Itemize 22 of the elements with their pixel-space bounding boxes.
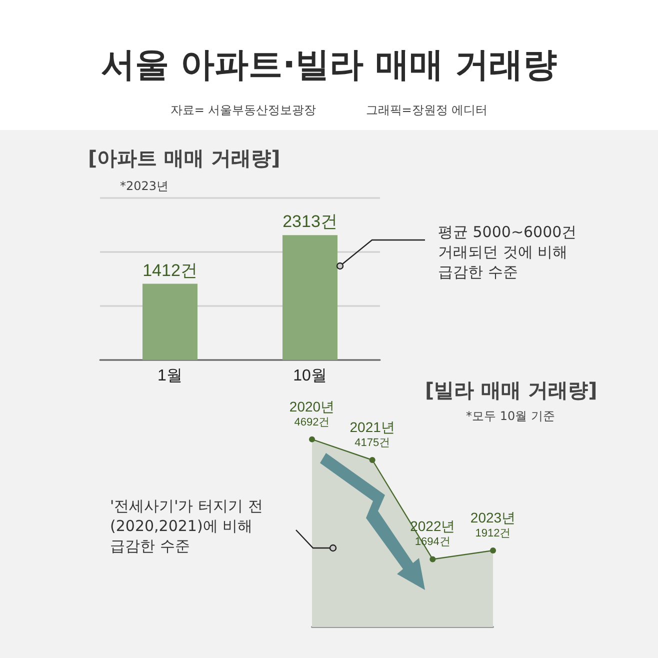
text: 서울 아파트·빌라 매매 거래량: [100, 44, 558, 87]
point: [430, 556, 436, 562]
text: 자료= 서울부동산정보광장 그래픽=장원정 에디터: [169, 102, 489, 119]
data-label: 1412건: [142, 260, 198, 280]
data-label: 4692건: [294, 416, 330, 428]
x-tick-label: 1월: [158, 368, 182, 384]
chart-title: [아파트 매매 거래량]: [88, 146, 280, 170]
x-tick-label: 2023년: [470, 510, 516, 526]
data-label: 1912건: [475, 528, 511, 540]
chart-subtitle: *2023년: [120, 179, 169, 193]
text: '전세사기'가 터지기 전 (2020,2021)에 비해 급감한 수준: [110, 497, 263, 555]
chart-title: [빌라 매매 거래량]: [425, 378, 598, 402]
text: 평균 5000~6000건 거래되던 것에 비해 급감한 수준: [438, 223, 577, 281]
data-label: 2313건: [282, 212, 338, 232]
point: [369, 457, 376, 463]
point: [490, 548, 496, 554]
chart-subtitle: *모두 10월 기준: [466, 409, 555, 423]
x-tick-label: 2020년: [289, 398, 335, 414]
point: [309, 436, 315, 442]
x-tick-label: 2021년: [350, 419, 395, 435]
x-tick-label: 10월: [293, 368, 327, 384]
data-label: 4175건: [354, 437, 390, 449]
